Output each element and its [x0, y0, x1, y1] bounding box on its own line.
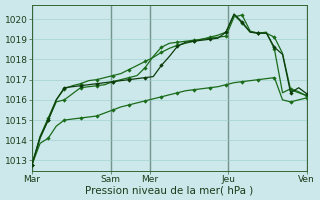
X-axis label: Pression niveau de la mer( hPa ): Pression niveau de la mer( hPa ) [85, 185, 253, 195]
